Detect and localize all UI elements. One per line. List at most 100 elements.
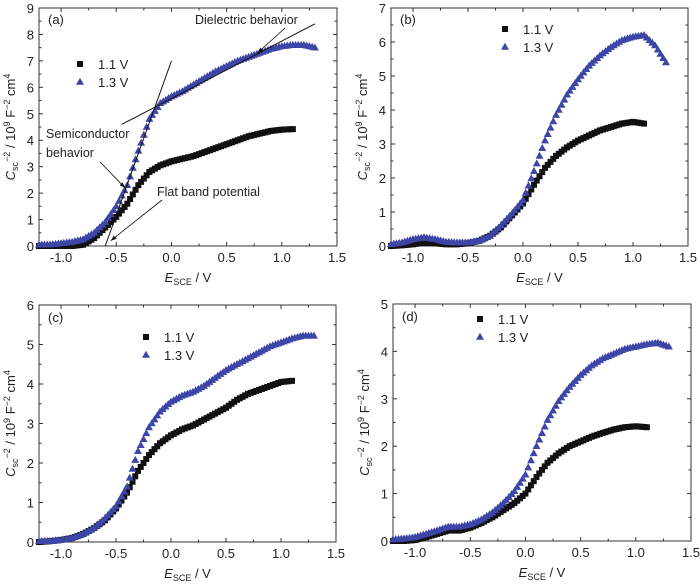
x-tick-label: 1.5 xyxy=(679,250,697,265)
y-tick-label: 3 xyxy=(27,417,34,432)
y-label-sup: −2 xyxy=(2,100,12,110)
x-tick-label: 1.0 xyxy=(272,546,290,561)
data-point xyxy=(135,467,141,474)
annotation-text: Dielectric behavior xyxy=(195,13,298,27)
data-point xyxy=(103,214,112,222)
y-label-sup: 9 xyxy=(354,121,364,126)
y-label-sup: −2 xyxy=(354,100,364,110)
y-label-text: / 10 xyxy=(3,423,18,448)
data-point xyxy=(662,58,670,66)
data-point xyxy=(140,175,147,182)
y-label-text: F xyxy=(3,110,18,122)
data-point xyxy=(560,95,569,103)
legend-label: 1.3 V xyxy=(498,330,529,345)
data-point xyxy=(138,178,145,185)
data-point xyxy=(106,210,115,218)
data-point xyxy=(557,393,566,401)
data-point xyxy=(529,449,538,457)
data-point xyxy=(131,155,140,163)
data-point xyxy=(641,120,647,127)
arrowhead-icon xyxy=(257,47,264,53)
data-point xyxy=(524,181,533,189)
data-point xyxy=(123,482,131,490)
x-label-symbol: E xyxy=(516,270,525,285)
data-point xyxy=(132,186,139,193)
data-point xyxy=(117,191,126,199)
data-point xyxy=(125,473,134,481)
y-label-text: F xyxy=(355,110,370,122)
legend-label: 1.1 V xyxy=(523,22,554,37)
y-label-sub: sc xyxy=(364,457,374,467)
y-axis-label: Csc−2 / 109 F−2 cm4 xyxy=(356,369,374,476)
y-tick-label: 6 xyxy=(379,35,386,50)
data-point xyxy=(121,203,128,210)
annotation-text: Semiconductor xyxy=(46,127,129,141)
data-point xyxy=(153,411,162,419)
y-label-symbol: C xyxy=(355,170,370,180)
y-tick-label: 6 xyxy=(27,80,34,95)
fit-line xyxy=(104,60,172,247)
x-tick-label: 0.5 xyxy=(569,250,587,265)
data-point xyxy=(153,102,162,110)
x-label-subscript: SCE xyxy=(525,277,544,287)
x-label-symbol: E xyxy=(519,565,528,580)
y-label-sup: −2 xyxy=(2,152,12,162)
x-tick-label: 0.0 xyxy=(162,250,180,265)
data-point xyxy=(513,482,522,490)
x-label-symbol: E xyxy=(164,566,173,581)
data-point xyxy=(565,86,574,94)
legend-marker xyxy=(501,42,509,50)
y-tick-label: 1 xyxy=(381,487,388,502)
y-label-sup: 9 xyxy=(2,418,12,423)
data-point xyxy=(121,493,128,500)
legend-marker xyxy=(76,77,84,85)
data-point xyxy=(289,126,296,133)
y-label-sup: −2 xyxy=(356,395,366,405)
y-tick-label: 7 xyxy=(27,54,34,69)
x-tick-label: 1.5 xyxy=(328,250,346,265)
data-point xyxy=(541,463,548,470)
data-point xyxy=(521,470,530,478)
x-tick-label: -1.0 xyxy=(50,250,72,265)
data-point xyxy=(136,441,145,449)
y-tick-label: 0 xyxy=(379,239,386,254)
y-label-text: cm xyxy=(355,79,370,100)
y-tick-label: 2 xyxy=(27,186,34,201)
data-point xyxy=(131,455,140,463)
y-tick-label: 4 xyxy=(27,377,34,392)
y-tick-label: 1 xyxy=(27,213,34,228)
data-point xyxy=(571,79,580,87)
x-tick-label: -0.5 xyxy=(457,250,479,265)
data-point xyxy=(540,422,549,430)
data-point xyxy=(554,105,563,113)
y-tick-label: 2 xyxy=(379,171,386,186)
data-point xyxy=(522,195,529,202)
x-tick-label: -0.5 xyxy=(459,545,481,560)
data-point xyxy=(664,342,673,350)
data-point xyxy=(533,474,540,481)
y-tick-label: 5 xyxy=(379,69,386,84)
series-1_3_V xyxy=(389,338,673,543)
x-tick-label: 1.0 xyxy=(627,545,645,560)
y-label-text: / 10 xyxy=(355,126,370,151)
data-point xyxy=(656,49,665,57)
data-point xyxy=(137,138,146,146)
legend-label: 1.3 V xyxy=(523,40,554,55)
arrowhead-icon xyxy=(119,182,126,188)
data-point xyxy=(118,207,125,214)
series-1_3_V xyxy=(35,40,319,248)
y-tick-label: 9 xyxy=(27,1,34,16)
annotation-arrow xyxy=(110,199,163,242)
data-point xyxy=(126,484,133,491)
data-point xyxy=(530,167,538,174)
y-tick-label: 0 xyxy=(27,239,34,254)
data-point xyxy=(134,446,142,454)
data-point xyxy=(535,151,544,159)
data-point xyxy=(532,442,541,449)
data-point xyxy=(525,486,532,493)
data-point xyxy=(549,406,558,414)
legend-marker xyxy=(476,332,484,340)
data-point xyxy=(531,181,537,188)
x-tick-label: 1.5 xyxy=(682,545,700,560)
